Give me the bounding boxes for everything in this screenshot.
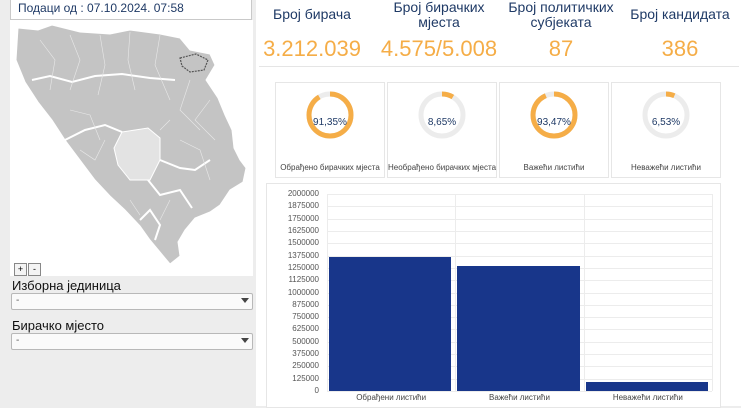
chart-gridline	[327, 206, 712, 208]
gauge-ring	[530, 91, 578, 139]
gauge-card-processed: 91,35% Обрађено бирачких мјеста	[275, 82, 385, 178]
gauge-caption: Обрађено бирачких мјеста	[280, 163, 380, 172]
gauge-percent: 93,47%	[537, 117, 571, 128]
chart-x-tick-label: Важећи листићи	[489, 393, 550, 402]
stat-voters: Број бирача 3.212.039	[256, 0, 368, 62]
chart-y-tick-label: 1375000	[287, 250, 319, 260]
chart-x-tick-label: Неважећи листићи	[612, 393, 683, 402]
chart-y-tick-label: 750000	[292, 312, 319, 322]
chart-vertical-gridline	[455, 194, 457, 391]
gauge-card-valid: 93,47% Важећи листићи	[499, 82, 609, 178]
chart-gridline	[327, 255, 712, 257]
chart-gridline	[327, 230, 712, 232]
gauge-ring	[418, 91, 466, 139]
chart-y-tick-label: 1625000	[287, 225, 319, 235]
chart-y-tick-label: 500000	[292, 336, 319, 346]
chart-bar[interactable]	[329, 257, 452, 391]
chart-vertical-gridline	[712, 194, 713, 391]
chart-bar[interactable]	[457, 265, 580, 391]
chevron-down-icon	[241, 298, 249, 303]
gauge-ring	[642, 91, 690, 139]
chart-y-tick-label: 375000	[292, 349, 319, 359]
gauge-card-unprocessed: 8,65% Необрађено бирачких мјеста	[387, 82, 497, 178]
chart-bar[interactable]	[585, 382, 708, 391]
chart-gridline	[327, 243, 712, 245]
data-timestamp-box: Подаци од : 07.10.2024. 07:58	[10, 0, 252, 20]
electoral-unit-label: Изборна јединица	[12, 278, 121, 293]
stat-title: Број бирачких мјеста	[393, 0, 485, 30]
chart-vertical-gridline	[583, 194, 585, 391]
electoral-unit-value: -	[16, 295, 20, 306]
electoral-unit-select[interactable]: -	[11, 293, 253, 310]
gauge-percent: 8,65%	[427, 117, 457, 128]
stat-value: 3.212.039	[263, 36, 361, 61]
stat-value: 4.575/5.008	[380, 36, 498, 61]
gauge-caption: Важећи листићи	[523, 163, 585, 172]
map-municipality-borders	[39, 31, 216, 221]
chart-gridline	[327, 218, 712, 220]
dashboard-panel: Број бирача 3.212.039 Број бирачких мјес…	[256, 0, 741, 408]
gauge-fill	[642, 91, 690, 139]
polling-station-value: -	[16, 335, 20, 346]
stat-title: Број кандидата	[630, 6, 730, 22]
chart-vertical-gridline	[327, 194, 328, 391]
stat-title: Број бирача	[273, 6, 351, 22]
stat-political-subjects: Број политичких субјеката 87	[502, 0, 620, 61]
chart-y-tick-label: 250000	[292, 361, 319, 371]
map-svg[interactable]	[10, 20, 253, 276]
chart-gridline	[327, 391, 712, 392]
gauge-percent: 91,35%	[313, 117, 347, 128]
left-panel: Подаци од : 07.10.2024. 07:58 + - Изборн…	[0, 0, 256, 406]
gauge-card-invalid: 6,53% Неважећи листићи	[611, 82, 721, 178]
data-timestamp: Подаци од : 07.10.2024. 07:58	[18, 1, 184, 15]
gauge-fill	[530, 91, 578, 139]
map-region-brcko[interactable]	[179, 53, 209, 73]
stat-polling-stations: Број бирачких мјеста 4.575/5.008	[378, 0, 500, 61]
chart-y-tick-label: 875000	[292, 299, 319, 309]
gauge-caption: Неважећи листићи	[631, 163, 701, 172]
stat-candidates: Број кандидата 386	[620, 0, 740, 62]
stat-value: 386	[661, 36, 699, 61]
gauge-percent: 6,53%	[651, 117, 681, 128]
chart-y-tick-label: 0	[314, 386, 319, 395]
stat-value: 87	[548, 36, 574, 61]
chart-x-tick-label: Обрађени листићи	[356, 393, 427, 402]
zoom-in-button[interactable]: +	[14, 263, 27, 276]
chart-y-tick-label: 1125000	[288, 275, 319, 285]
chart-y-tick-label: 1875000	[287, 201, 319, 211]
chart-gridline	[327, 194, 712, 195]
zoom-out-button[interactable]: -	[28, 263, 41, 276]
chevron-down-icon	[241, 338, 249, 343]
bih-map[interactable]: + -	[10, 20, 253, 276]
chart-y-tick-label: 1000000	[287, 287, 319, 297]
gauge-caption: Необрађено бирачких мјеста	[388, 163, 497, 172]
chart-y-tick-label: 1750000	[287, 213, 319, 223]
stat-title: Број политичких субјеката	[508, 0, 614, 30]
chart-y-tick-label: 125000	[292, 373, 319, 383]
chart-y-tick-label: 1250000	[287, 262, 319, 272]
gauge-fill	[418, 91, 466, 139]
ballots-bar-chart: 0 125000 250000 375000 500000 625000 750000 875…	[266, 183, 721, 408]
chart-y-tick-label: 625000	[292, 324, 319, 334]
polling-station-label: Бирачко мјесто	[12, 318, 105, 333]
chart-y-tick-label: 2000000	[287, 189, 319, 198]
gauge-ring	[306, 91, 354, 139]
chart-y-tick-label: 1500000	[287, 238, 319, 248]
map-region-selected[interactable]	[113, 127, 161, 181]
map-entity-line	[31, 72, 211, 241]
polling-station-select[interactable]: -	[11, 333, 253, 350]
gauge-fill	[306, 91, 354, 139]
divider	[259, 66, 739, 67]
